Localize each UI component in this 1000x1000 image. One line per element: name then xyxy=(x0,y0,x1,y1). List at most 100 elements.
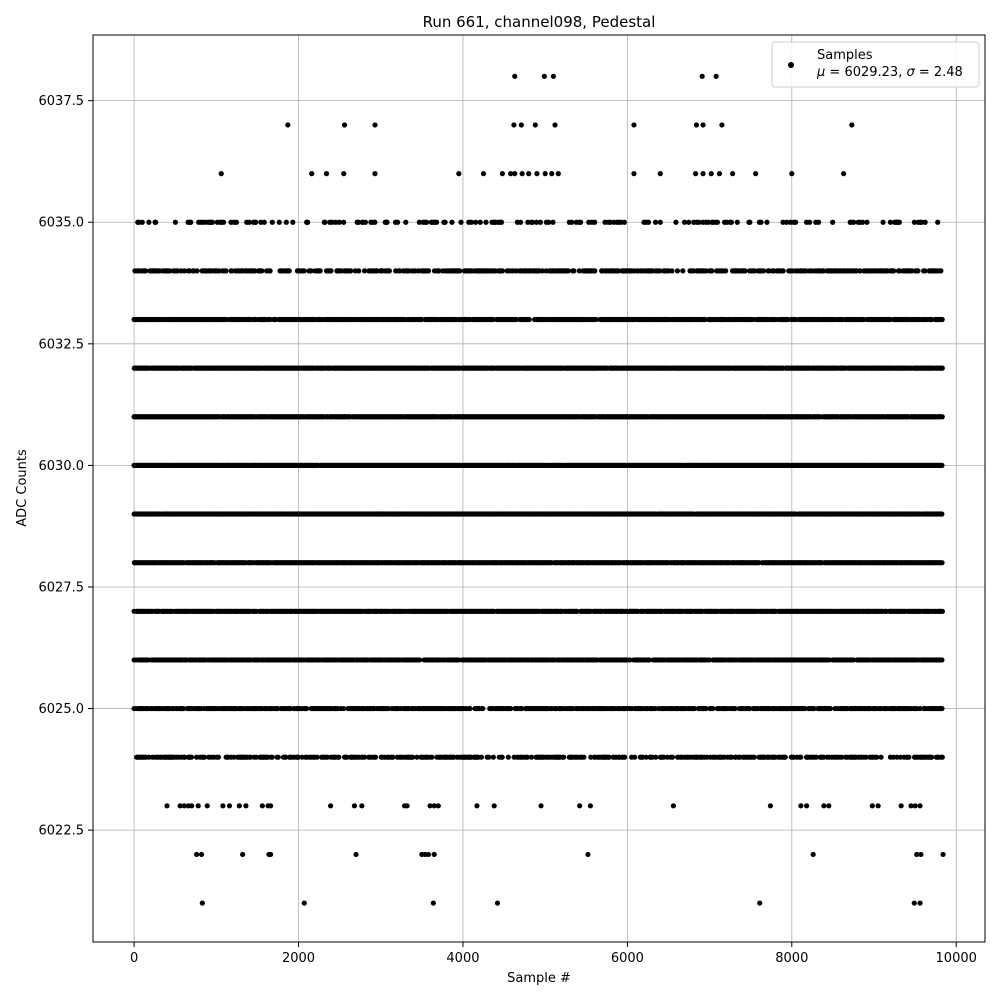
data-point xyxy=(295,754,302,760)
data-point xyxy=(519,171,525,177)
data-point xyxy=(303,705,310,712)
data-point xyxy=(869,803,875,809)
data-point xyxy=(314,754,320,760)
data-point xyxy=(390,754,396,760)
data-point xyxy=(508,171,514,177)
data-point xyxy=(427,803,433,809)
data-point xyxy=(863,754,869,760)
data-point xyxy=(431,803,437,809)
data-point xyxy=(917,705,923,712)
data-point xyxy=(839,754,845,760)
data-point xyxy=(309,171,315,177)
data-point xyxy=(716,171,723,177)
data-point xyxy=(285,122,291,128)
data-point xyxy=(906,754,912,760)
data-point xyxy=(732,705,738,712)
data-point xyxy=(710,705,716,712)
data-point xyxy=(425,851,432,858)
data-point xyxy=(798,754,804,760)
data-point xyxy=(670,803,677,809)
data-point xyxy=(532,122,538,128)
data-point xyxy=(782,754,788,760)
data-point xyxy=(767,803,774,809)
data-point xyxy=(359,803,365,809)
data-point xyxy=(646,657,653,663)
data-point xyxy=(699,73,705,79)
data-point xyxy=(939,560,945,566)
data-point xyxy=(164,803,170,809)
data-point xyxy=(259,803,265,809)
data-point xyxy=(499,171,506,177)
data-point xyxy=(195,803,201,809)
data-point xyxy=(327,803,334,809)
data-point xyxy=(940,851,946,858)
data-point xyxy=(627,657,633,663)
data-point xyxy=(706,657,712,663)
data-point xyxy=(269,754,275,760)
data-point xyxy=(798,803,804,809)
data-point xyxy=(631,171,637,177)
data-point xyxy=(911,900,917,906)
data-point xyxy=(243,803,249,809)
data-point xyxy=(541,73,547,79)
data-point xyxy=(512,171,518,177)
data-point xyxy=(643,754,649,760)
data-point xyxy=(474,803,480,809)
data-point xyxy=(631,122,637,128)
data-point xyxy=(301,900,307,906)
data-point xyxy=(587,803,593,809)
data-point xyxy=(220,803,226,809)
data-point xyxy=(456,171,462,177)
data-point xyxy=(361,754,368,760)
data-point xyxy=(939,657,945,663)
data-point xyxy=(693,171,699,177)
data-point xyxy=(341,122,348,128)
data-point xyxy=(494,900,501,906)
data-point xyxy=(512,73,518,79)
data-point xyxy=(275,754,281,760)
data-point xyxy=(283,754,289,760)
data-point xyxy=(753,171,759,177)
data-point xyxy=(657,171,663,177)
data-point xyxy=(917,900,923,906)
data-point xyxy=(542,171,548,177)
data-point xyxy=(606,754,612,760)
data-point xyxy=(240,851,246,858)
data-point xyxy=(713,73,719,79)
data-point xyxy=(908,803,914,809)
data-point xyxy=(267,851,274,858)
data-point xyxy=(693,122,700,128)
data-point xyxy=(918,851,924,858)
data-point xyxy=(804,803,810,809)
data-point xyxy=(193,851,200,858)
data-point xyxy=(177,803,183,809)
data-point xyxy=(480,171,487,177)
data-point xyxy=(188,754,195,760)
data-point xyxy=(247,754,254,760)
data-point xyxy=(372,754,379,760)
data-point xyxy=(267,803,274,809)
data-point xyxy=(518,122,524,128)
data-point xyxy=(810,851,816,858)
data-point xyxy=(730,171,736,177)
data-point xyxy=(700,171,706,177)
data-point xyxy=(939,608,946,614)
data-point xyxy=(555,171,561,177)
data-point xyxy=(929,754,935,760)
data-point xyxy=(939,462,945,468)
data-point xyxy=(813,754,819,760)
data-point xyxy=(700,122,706,128)
data-point xyxy=(534,171,540,177)
data-point xyxy=(875,803,881,809)
data-point xyxy=(519,705,525,712)
data-point xyxy=(708,171,714,177)
data-point xyxy=(789,171,795,177)
data-point xyxy=(622,754,628,760)
data-point xyxy=(198,851,205,858)
data-point xyxy=(719,122,725,128)
data-point xyxy=(431,851,437,858)
data-point xyxy=(728,754,735,760)
data-point xyxy=(508,705,514,712)
data-point xyxy=(840,171,847,177)
data-point xyxy=(435,803,441,809)
